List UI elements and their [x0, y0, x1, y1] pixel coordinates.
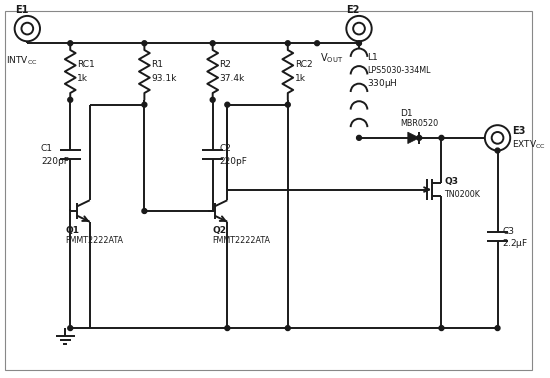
- Circle shape: [68, 326, 73, 330]
- Circle shape: [439, 135, 444, 140]
- Text: RC1: RC1: [77, 60, 95, 69]
- Text: INTV$_{\mathregular{CC}}$: INTV$_{\mathregular{CC}}$: [6, 55, 37, 67]
- Text: Q1: Q1: [65, 226, 79, 235]
- Circle shape: [285, 102, 290, 107]
- Text: R2: R2: [219, 60, 232, 69]
- Circle shape: [142, 102, 147, 107]
- Circle shape: [315, 41, 320, 46]
- Text: 37.4k: 37.4k: [219, 74, 245, 83]
- Text: 1k: 1k: [295, 74, 306, 83]
- Circle shape: [142, 41, 147, 46]
- Text: E1: E1: [15, 5, 28, 15]
- Text: C3: C3: [502, 226, 514, 235]
- Text: C1: C1: [41, 144, 53, 153]
- Text: 1k: 1k: [77, 74, 88, 83]
- Circle shape: [285, 326, 290, 330]
- Circle shape: [225, 102, 230, 107]
- Circle shape: [142, 209, 147, 214]
- Text: 220pF: 220pF: [219, 157, 248, 166]
- Circle shape: [285, 41, 290, 46]
- Text: FMMT2222ATA: FMMT2222ATA: [65, 236, 123, 245]
- Circle shape: [68, 98, 73, 102]
- Text: 2.2$\mathregular{\mu}$F: 2.2$\mathregular{\mu}$F: [502, 237, 529, 250]
- Text: RC2: RC2: [295, 60, 312, 69]
- Text: Q2: Q2: [213, 226, 227, 235]
- Circle shape: [210, 98, 215, 102]
- Polygon shape: [408, 132, 419, 144]
- Text: 330$\mathregular{\mu}$H: 330$\mathregular{\mu}$H: [367, 77, 398, 90]
- Text: D1: D1: [400, 109, 412, 118]
- Circle shape: [68, 41, 73, 46]
- Text: 93.1k: 93.1k: [151, 74, 177, 83]
- Text: R1: R1: [151, 60, 163, 69]
- Text: TN0200K: TN0200K: [444, 190, 480, 199]
- Text: Q3: Q3: [444, 177, 458, 186]
- Text: L1: L1: [367, 53, 377, 62]
- Text: C2: C2: [219, 144, 232, 153]
- Circle shape: [495, 326, 500, 330]
- Text: FMMT2222ATA: FMMT2222ATA: [213, 236, 271, 245]
- Circle shape: [225, 326, 230, 330]
- Text: LPS5030-334ML: LPS5030-334ML: [367, 66, 430, 75]
- Text: EXTV$_{\mathregular{CC}}$: EXTV$_{\mathregular{CC}}$: [512, 138, 546, 151]
- Circle shape: [417, 135, 422, 140]
- Circle shape: [356, 135, 361, 140]
- Text: 220pF: 220pF: [41, 157, 69, 166]
- Text: V$_{\mathregular{OUT}}$: V$_{\mathregular{OUT}}$: [320, 51, 343, 65]
- Text: MBR0520: MBR0520: [400, 119, 438, 128]
- Circle shape: [356, 41, 361, 46]
- Circle shape: [495, 148, 500, 153]
- Circle shape: [210, 41, 215, 46]
- Text: E3: E3: [512, 126, 526, 136]
- Text: E2: E2: [346, 5, 360, 15]
- Circle shape: [439, 326, 444, 330]
